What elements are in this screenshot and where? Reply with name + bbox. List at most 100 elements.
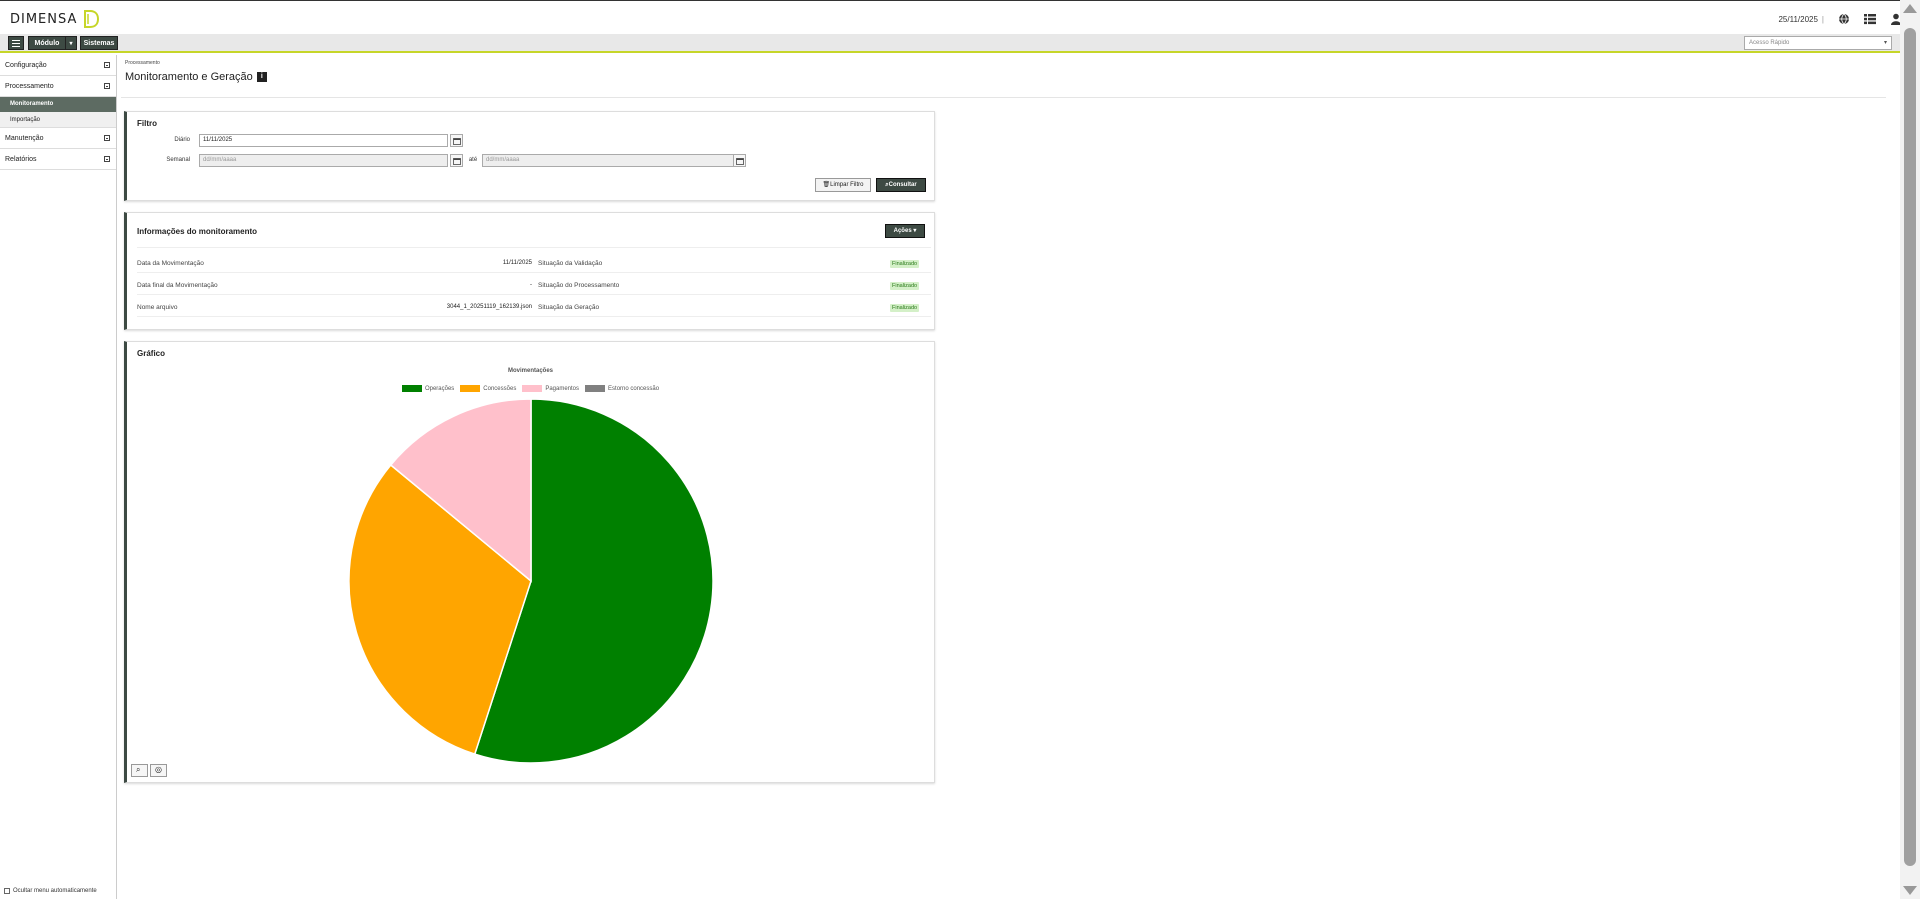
page-title-wrap: Monitoramento e Geração i [125,71,267,83]
module-dropdown-button[interactable]: ▾ [65,36,77,50]
info-value: 11/11/2025 [502,260,532,266]
chart-panel: Gráfico Movimentações Operações Concessõe… [124,341,935,783]
nav-bar: Módulo ▾ Sistemas Acesso Rápido ▾ [0,34,1900,53]
daily-calendar-button[interactable] [450,134,463,147]
chart-title: Movimentações [507,368,553,374]
filter-panel: Filtro Diário 11/11/2025 Semanal dd/mm/a… [124,111,935,201]
expand-icon [104,135,110,141]
actions-label: Ações [893,228,912,234]
pie-slice-opera-es[interactable] [473,398,714,764]
globe-icon[interactable] [1838,13,1850,25]
sidebar-item-monitoramento[interactable]: Monitoramento [0,97,116,112]
sidebar-item-relatorios[interactable]: Relatórios [0,149,116,170]
auto-hide-label: Ocultar menu automaticamente [13,888,97,894]
info-label: Nome arquivo [137,304,178,311]
info-label: Data final da Movimentação [137,282,218,289]
pie-slice-concess-es[interactable] [348,463,532,756]
list-icon[interactable] [1864,13,1876,25]
sidebar-item-label: Processamento [5,83,54,90]
logo[interactable]: DIMENSA [10,9,100,29]
chart-legend: Operações Concessões Pagamentos Estorno con… [127,385,934,392]
info-value: 3044_1_20251119_162139.json [446,304,532,310]
legend-item[interactable]: Operações [401,385,454,392]
sidebar-item-label: Configuração [5,62,47,69]
divider [121,97,1886,98]
status-label: Situação da Validação [538,260,603,267]
scroll-up-arrow-icon[interactable] [1903,4,1917,13]
caret-down-icon: ▾ [69,41,73,47]
scroll-down-arrow-icon[interactable] [1903,886,1917,895]
actions-button[interactable]: Ações ▾ [885,224,925,238]
pie-slice-pagamentos[interactable] [389,398,532,583]
sidebar-item-label: Relatórios [5,156,37,163]
search-icon: ⌕ [885,182,889,188]
info-value: - [530,282,532,288]
weekly-from-input[interactable]: dd/mm/aaaa [199,154,448,167]
weekly-from-calendar-button[interactable] [450,154,463,167]
search-label: Consultar [888,182,917,188]
sidebar-item-processamento[interactable]: Processamento [0,76,116,97]
daily-label: Diário [174,137,190,143]
monitoring-title: Informações do monitoramento [137,227,258,236]
legend-swatch [401,385,422,392]
menu-toggle-button[interactable] [8,36,24,50]
sidebar-item-importacao[interactable]: Importação [0,112,116,128]
trash-icon: 🗑 [822,182,831,188]
monitoring-panel: Informações do monitoramento Ações ▾ Dat… [124,212,935,330]
weekly-to-input[interactable]: dd/mm/aaaa [482,154,734,167]
weekly-label: Semanal [166,157,190,163]
legend-label: Concessões [483,385,517,392]
logo-text: DIMENSA [10,11,78,27]
auto-hide-checkbox[interactable]: Ocultar menu automaticamente [4,888,97,894]
reset-zoom-button[interactable]: ◎ [150,764,167,777]
legend-item[interactable]: Pagamentos [522,385,579,392]
pie-chart [348,398,714,764]
user-icon[interactable] [1890,13,1902,25]
page-scrollbar[interactable] [1900,0,1920,899]
current-date: 25/11/2025 [1778,14,1818,24]
quick-access-select[interactable]: Acesso Rápido ▾ [1744,36,1892,50]
systems-button[interactable]: Sistemas [80,36,118,50]
divider [137,294,931,295]
divider [137,316,931,317]
legend-item[interactable]: Estorno concessão [585,385,659,392]
status-badge: Finalizado [890,304,920,312]
weekly-to-calendar-button[interactable] [733,154,746,167]
logo-mark-icon [84,10,100,28]
breadcrumb[interactable]: Processamento [125,60,160,66]
info-label: Data da Movimentação [137,260,204,267]
checkbox-box[interactable] [4,888,10,894]
date-separator: | [1821,14,1824,24]
status-badge: Finalizado [890,260,920,268]
legend-swatch [460,385,481,392]
divider [137,247,931,248]
sidebar: Configuração Processamento Monitoramento… [0,55,117,899]
status-label: Situação da Geração [538,304,600,311]
daily-date-input[interactable]: 11/11/2025 [199,134,448,147]
search-button[interactable]: ⌕Consultar [876,178,926,192]
scroll-thumb[interactable] [1904,28,1916,866]
search-icon: ⌕ [136,765,141,774]
expand-icon [104,62,110,68]
calendar-icon [453,138,461,145]
collapse-icon [104,83,110,89]
target-icon: ◎ [155,765,162,774]
clear-filter-label: Limpar Filtro [830,182,864,188]
clear-filter-button[interactable]: 🗑Limpar Filtro [815,178,871,192]
weekly-to-label: até [468,157,478,163]
filter-title: Filtro [137,119,157,128]
sidebar-item-manutencao[interactable]: Manutenção [0,128,116,149]
legend-item[interactable]: Concessões [460,385,516,392]
info-icon[interactable]: i [256,72,267,82]
sidebar-item-configuracao[interactable]: Configuração [0,55,116,76]
chevron-down-icon: ▾ [1883,40,1887,46]
top-header: DIMENSA 25/11/2025 | [0,0,1920,34]
calendar-icon [736,158,744,165]
legend-label: Pagamentos [545,385,580,392]
divider [137,272,931,273]
zoom-button[interactable]: ⌕ [131,764,148,777]
chevron-down-icon: ▾ [913,228,917,234]
status-label: Situação do Processamento [538,282,620,289]
legend-label: Estorno concessão [608,385,660,392]
module-button[interactable]: Módulo [28,36,66,50]
